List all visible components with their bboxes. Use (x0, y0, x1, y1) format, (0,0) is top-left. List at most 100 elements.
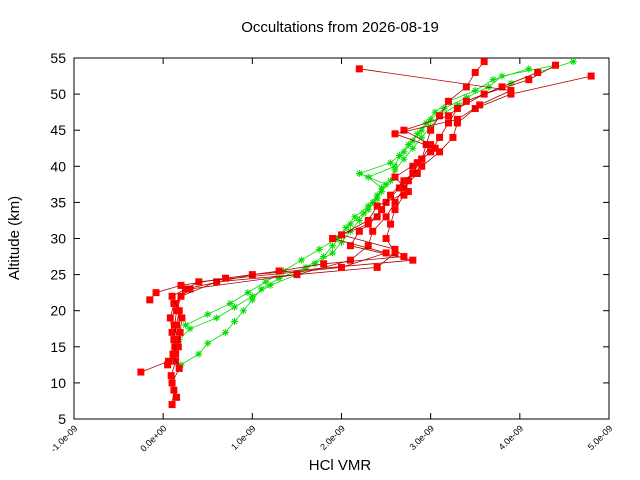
data-point (213, 278, 221, 286)
data-point (436, 148, 444, 156)
data-point (364, 242, 372, 250)
y-tick-label: 25 (50, 267, 66, 283)
data-point (186, 285, 194, 293)
data-point (373, 195, 381, 203)
x-tick-label: 4.0e-09 (497, 423, 526, 452)
data-point (297, 256, 305, 264)
y-tick-label: 50 (50, 86, 66, 102)
series-star-2 (181, 61, 559, 329)
data-point (315, 245, 323, 253)
data-point (489, 76, 497, 84)
data-point (471, 86, 479, 94)
data-point (275, 274, 283, 282)
y-tick-label: 15 (50, 339, 66, 355)
data-point (172, 350, 180, 358)
data-point (266, 281, 274, 289)
series-line (140, 72, 538, 373)
data-point (552, 61, 559, 69)
data-point (173, 393, 181, 401)
data-point (174, 343, 182, 351)
data-point (391, 249, 399, 257)
data-point (342, 224, 350, 232)
series-square-2 (137, 68, 542, 376)
data-point (445, 112, 452, 120)
data-point (338, 238, 345, 246)
data-point (391, 162, 399, 170)
data-point (248, 292, 256, 300)
data-point (168, 379, 176, 387)
data-point (436, 112, 444, 120)
data-point (427, 141, 435, 149)
data-point (431, 144, 439, 152)
series-square-0 (166, 58, 488, 409)
data-point (422, 141, 430, 149)
data-point (204, 310, 212, 318)
data-point (382, 235, 390, 242)
data-point (280, 267, 288, 275)
data-point (387, 177, 395, 185)
data-point (177, 281, 185, 289)
data-point (378, 184, 386, 192)
data-point (170, 336, 178, 344)
x-tick-label: 2.0e-09 (318, 423, 347, 452)
data-point (427, 126, 435, 134)
data-point (378, 188, 386, 196)
data-point (418, 162, 426, 170)
data-point (476, 101, 484, 109)
data-point (351, 213, 359, 221)
x-axis-label: HCl VMR (309, 457, 372, 474)
series-line (149, 68, 513, 301)
data-point (400, 155, 408, 163)
data-point (364, 220, 372, 228)
data-point (391, 130, 399, 138)
series-square-1 (168, 61, 559, 401)
data-point (369, 198, 377, 206)
data-point (413, 159, 421, 167)
data-point (413, 170, 421, 178)
data-point (346, 242, 354, 250)
data-point (320, 260, 328, 268)
data-point (257, 285, 265, 293)
data-point (195, 350, 203, 358)
data-point (498, 83, 506, 91)
x-tick-label: 3.0e-09 (407, 423, 436, 452)
data-point (453, 101, 461, 109)
data-point (173, 336, 181, 344)
data-point (445, 97, 452, 105)
data-point (166, 314, 174, 322)
data-point (534, 68, 542, 76)
y-tick-label: 40 (50, 158, 66, 174)
data-point (146, 296, 154, 304)
data-point (360, 209, 368, 217)
data-point (178, 314, 186, 322)
data-point (311, 260, 319, 268)
data-point (395, 184, 403, 192)
data-point (355, 227, 363, 235)
data-point (400, 148, 408, 156)
data-point (302, 263, 310, 271)
y-tick-label: 55 (50, 50, 66, 66)
chart-title: Occultations from 2026-08-19 (241, 19, 439, 36)
data-point (382, 180, 390, 188)
y-tick-label: 45 (50, 122, 66, 138)
data-point (338, 263, 345, 271)
data-point (427, 115, 435, 123)
data-point (177, 361, 185, 369)
data-point (333, 235, 341, 242)
data-point (404, 188, 412, 196)
data-point (382, 249, 390, 257)
data-point (364, 206, 372, 214)
y-tick-label: 30 (50, 231, 66, 247)
data-point (181, 321, 189, 329)
data-point (346, 256, 354, 264)
data-point (364, 216, 372, 224)
data-point (355, 170, 363, 178)
data-point (462, 94, 470, 102)
data-point (168, 328, 176, 336)
data-point (275, 267, 283, 275)
data-point (507, 90, 515, 98)
data-point (413, 130, 421, 138)
data-point (170, 386, 178, 394)
data-point (480, 58, 488, 66)
data-point (373, 191, 381, 199)
